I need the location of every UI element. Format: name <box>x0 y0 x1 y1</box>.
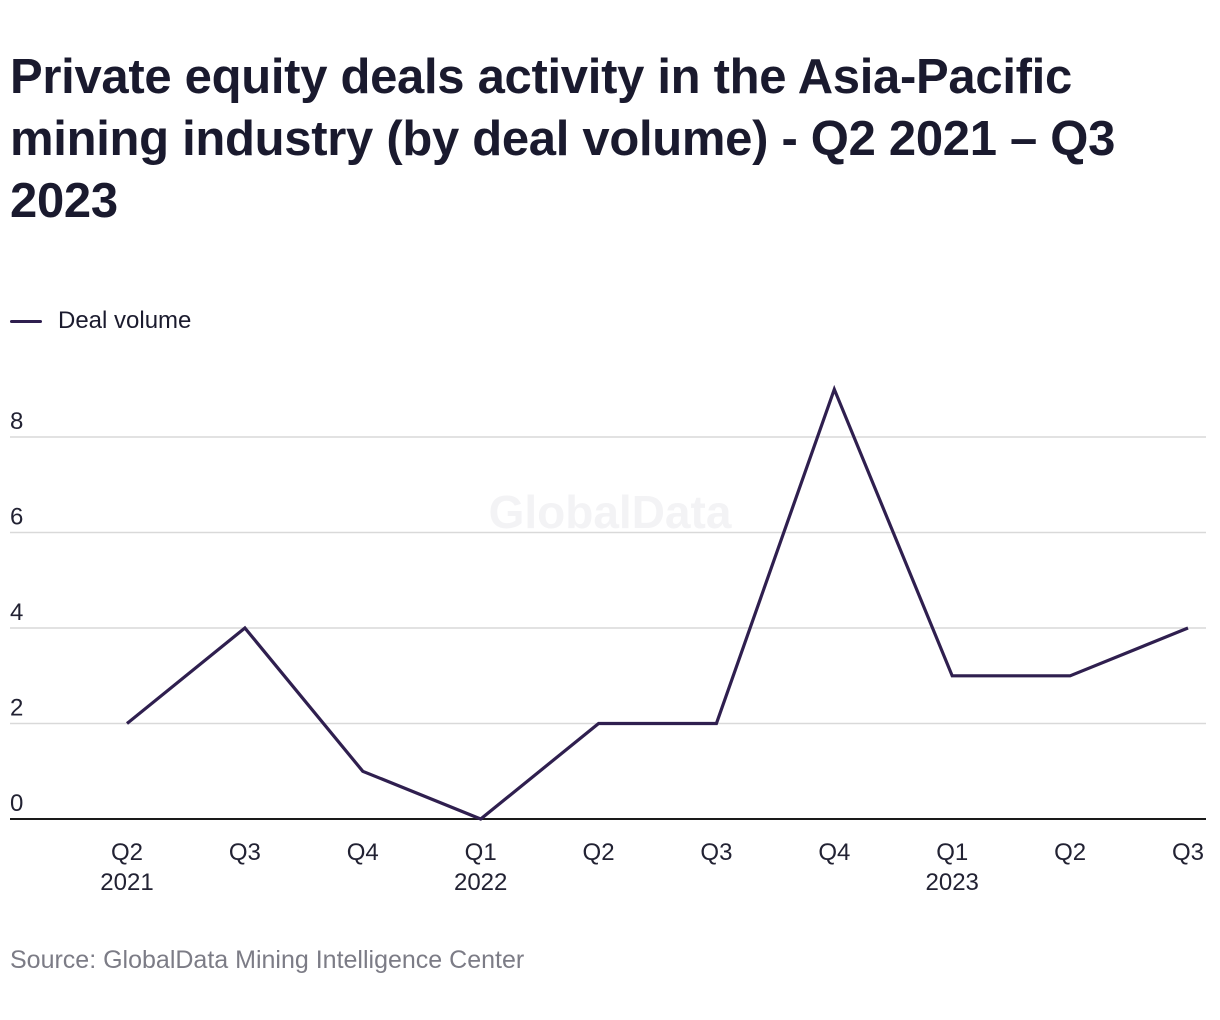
series-line-0 <box>125 384 1189 821</box>
y-tick-label-6: 6 <box>10 504 23 531</box>
x-tick-label-0: Q2 <box>111 839 143 866</box>
x-tick-label-8: Q2 <box>1054 839 1086 866</box>
legend-label-deal-volume: Deal volume <box>58 307 192 334</box>
x-tick-label-6: Q4 <box>818 839 850 866</box>
x-tick-label-5: Q3 <box>700 839 732 866</box>
watermark-text: GlobalData <box>489 486 732 538</box>
source-note: Source: GlobalData Mining Intelligence C… <box>10 946 525 974</box>
x-tick-year-label-0: 2021 <box>100 869 153 896</box>
y-tick-label-4: 4 <box>10 599 23 626</box>
y-tick-label-2: 2 <box>10 695 23 722</box>
y-tick-label-8: 8 <box>10 408 23 435</box>
x-tick-label-2: Q4 <box>347 839 379 866</box>
x-tick-year-label-7: 2023 <box>926 869 979 896</box>
x-tick-label-4: Q2 <box>583 839 615 866</box>
x-axis-ticks: Q2 2021 Q3 Q4 Q1 2022 Q2 Q3 Q4 Q1 2023 Q2 Q3 <box>100 839 1204 896</box>
x-tick-year-label-3: 2022 <box>454 869 507 896</box>
x-tick-label-1: Q3 <box>229 839 261 866</box>
x-tick-label-3: Q1 <box>465 839 497 866</box>
legend-swatch-deal-volume <box>10 319 42 323</box>
x-tick-label-7: Q1 <box>936 839 968 866</box>
x-tick-label-9: Q3 <box>1172 839 1204 866</box>
y-tick-label-0: 0 <box>10 790 23 817</box>
y-axis-ticks: 0 2 4 6 8 <box>10 408 23 817</box>
chart-title: Private equity deals activity in the Asi… <box>10 50 1116 228</box>
legend: Deal volume <box>10 306 191 336</box>
series-layer <box>125 384 1189 821</box>
